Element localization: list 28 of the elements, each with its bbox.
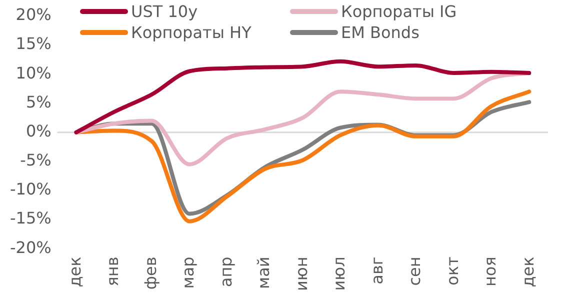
legend-label: Корпораты HY [131, 23, 252, 42]
x-tick-label: янв [103, 256, 122, 286]
x-tick-label: май [254, 256, 274, 289]
legend-label: Корпораты IG [341, 2, 457, 21]
legend-label: UST 10y [131, 2, 198, 21]
y-tick-label: 0% [26, 121, 52, 140]
y-tick-label: -5% [20, 150, 52, 170]
x-tick-label: ноя [480, 256, 500, 287]
x-tick-label: июл [330, 256, 349, 291]
x-tick-label: дек [518, 256, 538, 288]
x-tick-label: авг [367, 256, 386, 284]
x-tick-label: окт [442, 256, 462, 286]
x-tick-label: июн [292, 256, 311, 291]
y-tick-label: 10% [16, 63, 52, 82]
legend-label: EM Bonds [341, 23, 420, 42]
y-tick-label: 15% [16, 34, 52, 54]
x-tick-label: дек [65, 256, 84, 288]
line-series [74, 71, 532, 166]
x-tick-label: фев [140, 256, 160, 290]
line-series [74, 59, 532, 134]
y-tick-label: -20% [10, 238, 52, 257]
x-tick-label: апр [216, 256, 236, 288]
y-tick-label: 20% [16, 5, 52, 24]
y-tick-label: -10% [10, 180, 52, 199]
y-tick-label: -15% [10, 208, 52, 228]
x-tick-label: сен [405, 256, 424, 286]
x-tick-label: мар [178, 256, 198, 289]
y-tick-label: 5% [26, 92, 52, 112]
